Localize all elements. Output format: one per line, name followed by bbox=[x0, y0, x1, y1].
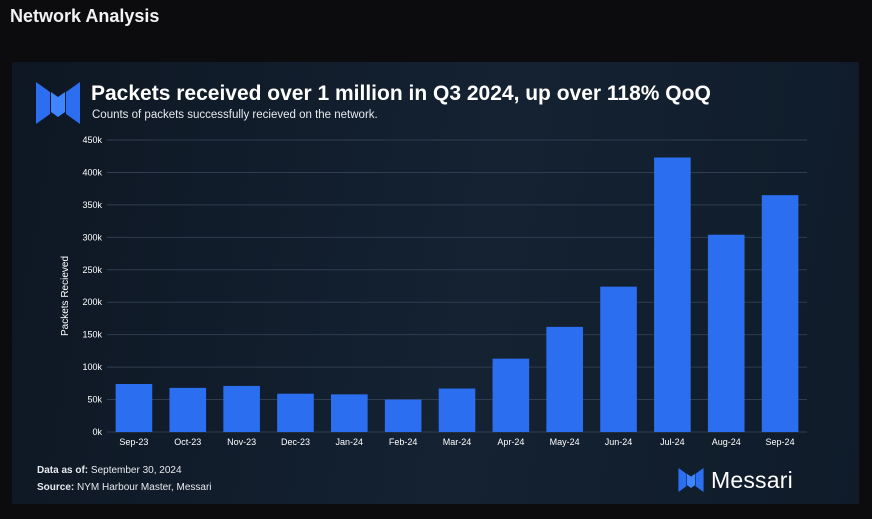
bar-feb-24 bbox=[384, 399, 422, 432]
bar-dec-23 bbox=[277, 393, 314, 432]
x-tick-label: May-24 bbox=[550, 437, 580, 447]
messari-logo-icon bbox=[36, 82, 80, 124]
x-tick-label: Aug-24 bbox=[712, 437, 741, 447]
bar-chart: 0k 50k 100k 150k 200k 250k 300k 350k 400k 450k Pac… bbox=[60, 135, 807, 447]
bar-nov-23 bbox=[223, 385, 260, 432]
y-tick-label: 0k bbox=[92, 427, 102, 437]
y-tick-label: 150k bbox=[82, 330, 102, 340]
data-as-of-label: Data as of: bbox=[37, 465, 89, 476]
data-as-of: Data as of: September 30, 2024 bbox=[37, 465, 182, 476]
x-tick-label: Jul-24 bbox=[660, 437, 685, 447]
brand-logo: Messari bbox=[678, 465, 793, 495]
y-axis-label: Packets Recieved bbox=[60, 256, 71, 336]
page-title: Network Analysis bbox=[10, 6, 160, 26]
source-value: NYM Harbour Master, Messari bbox=[77, 482, 212, 493]
bar-jun-24 bbox=[600, 286, 637, 432]
x-tick-label: Jun-24 bbox=[605, 437, 633, 447]
x-tick-label: Sep-24 bbox=[766, 437, 795, 447]
chart-title: Packets received over 1 million in Q3 20… bbox=[91, 82, 711, 105]
messari-brand-icon bbox=[678, 468, 704, 492]
bar-sep-23 bbox=[115, 383, 153, 432]
x-tick-label: Dec-23 bbox=[281, 437, 310, 447]
brand-name: Messari bbox=[711, 466, 793, 493]
y-tick-label: 250k bbox=[82, 265, 102, 275]
bar-oct-23 bbox=[169, 387, 207, 432]
source-label: Source: bbox=[37, 482, 75, 493]
x-tick-label: Mar-24 bbox=[443, 437, 472, 447]
bar-jul-24 bbox=[654, 157, 691, 432]
bar-aug-24 bbox=[707, 234, 745, 432]
source-line: Source: NYM Harbour Master, Messari bbox=[37, 482, 212, 493]
x-tick-label: Feb-24 bbox=[389, 437, 418, 447]
y-tick-label: 350k bbox=[82, 200, 102, 210]
bar-sep-24 bbox=[761, 195, 799, 432]
y-tick-label: 50k bbox=[87, 395, 102, 405]
bar-may-24 bbox=[546, 326, 583, 432]
x-tick-label: Oct-23 bbox=[174, 437, 201, 447]
y-tick-label: 450k bbox=[82, 135, 102, 145]
y-tick-label: 300k bbox=[82, 232, 102, 242]
x-tick-label: Jan-24 bbox=[336, 437, 364, 447]
chart-subtitle: Counts of packets successfully recieved … bbox=[92, 109, 378, 121]
bar-jan-24 bbox=[331, 394, 368, 432]
data-as-of-value: September 30, 2024 bbox=[90, 465, 182, 476]
bar-mar-24 bbox=[438, 388, 476, 432]
y-tick-label: 200k bbox=[82, 297, 102, 307]
bar-apr-24 bbox=[492, 358, 530, 432]
x-tick-label: Sep-23 bbox=[119, 437, 148, 447]
y-tick-label: 100k bbox=[82, 362, 102, 372]
x-tick-label: Nov-23 bbox=[227, 437, 256, 447]
y-tick-label: 400k bbox=[82, 167, 102, 177]
chart-card: Packets received over 1 million in Q3 20… bbox=[12, 62, 859, 504]
x-tick-label: Apr-24 bbox=[497, 437, 524, 447]
